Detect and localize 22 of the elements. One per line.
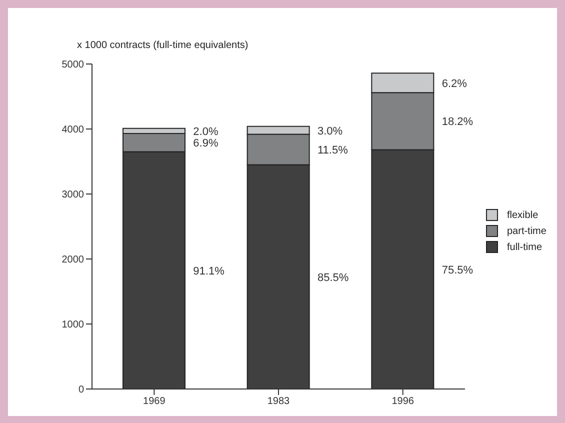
- x-tick-label: 1996: [392, 396, 414, 408]
- annotation: 6.9%: [193, 138, 218, 150]
- y-tick-label: 5000: [62, 60, 84, 71]
- legend-label: full-time: [507, 242, 542, 252]
- y-tick-label: 0: [78, 384, 84, 396]
- annotation: 18.2%: [442, 116, 474, 128]
- y-tick-label: 4000: [62, 124, 84, 136]
- y-axis-title: x 1000 contracts (full-time equivalents): [77, 40, 248, 51]
- y-tick-label: 3000: [62, 190, 84, 201]
- y-tick-label: 2000: [62, 254, 84, 266]
- annotation: 2.0%: [193, 126, 218, 138]
- legend-label: part-time: [507, 226, 546, 236]
- legend-label: flexible: [507, 210, 538, 220]
- annotation: 3.0%: [318, 125, 343, 138]
- annotation: 91.1%: [193, 265, 225, 278]
- y-tick-label: 1000: [62, 320, 84, 331]
- annotation: 6.2%: [442, 78, 468, 90]
- x-tick-label: 1969: [143, 396, 166, 408]
- annotation: 85.5%: [318, 272, 349, 284]
- annotation: 75.5%: [442, 264, 474, 276]
- x-tick-label: 1983: [267, 396, 290, 408]
- annotation: 11.5%: [318, 144, 348, 156]
